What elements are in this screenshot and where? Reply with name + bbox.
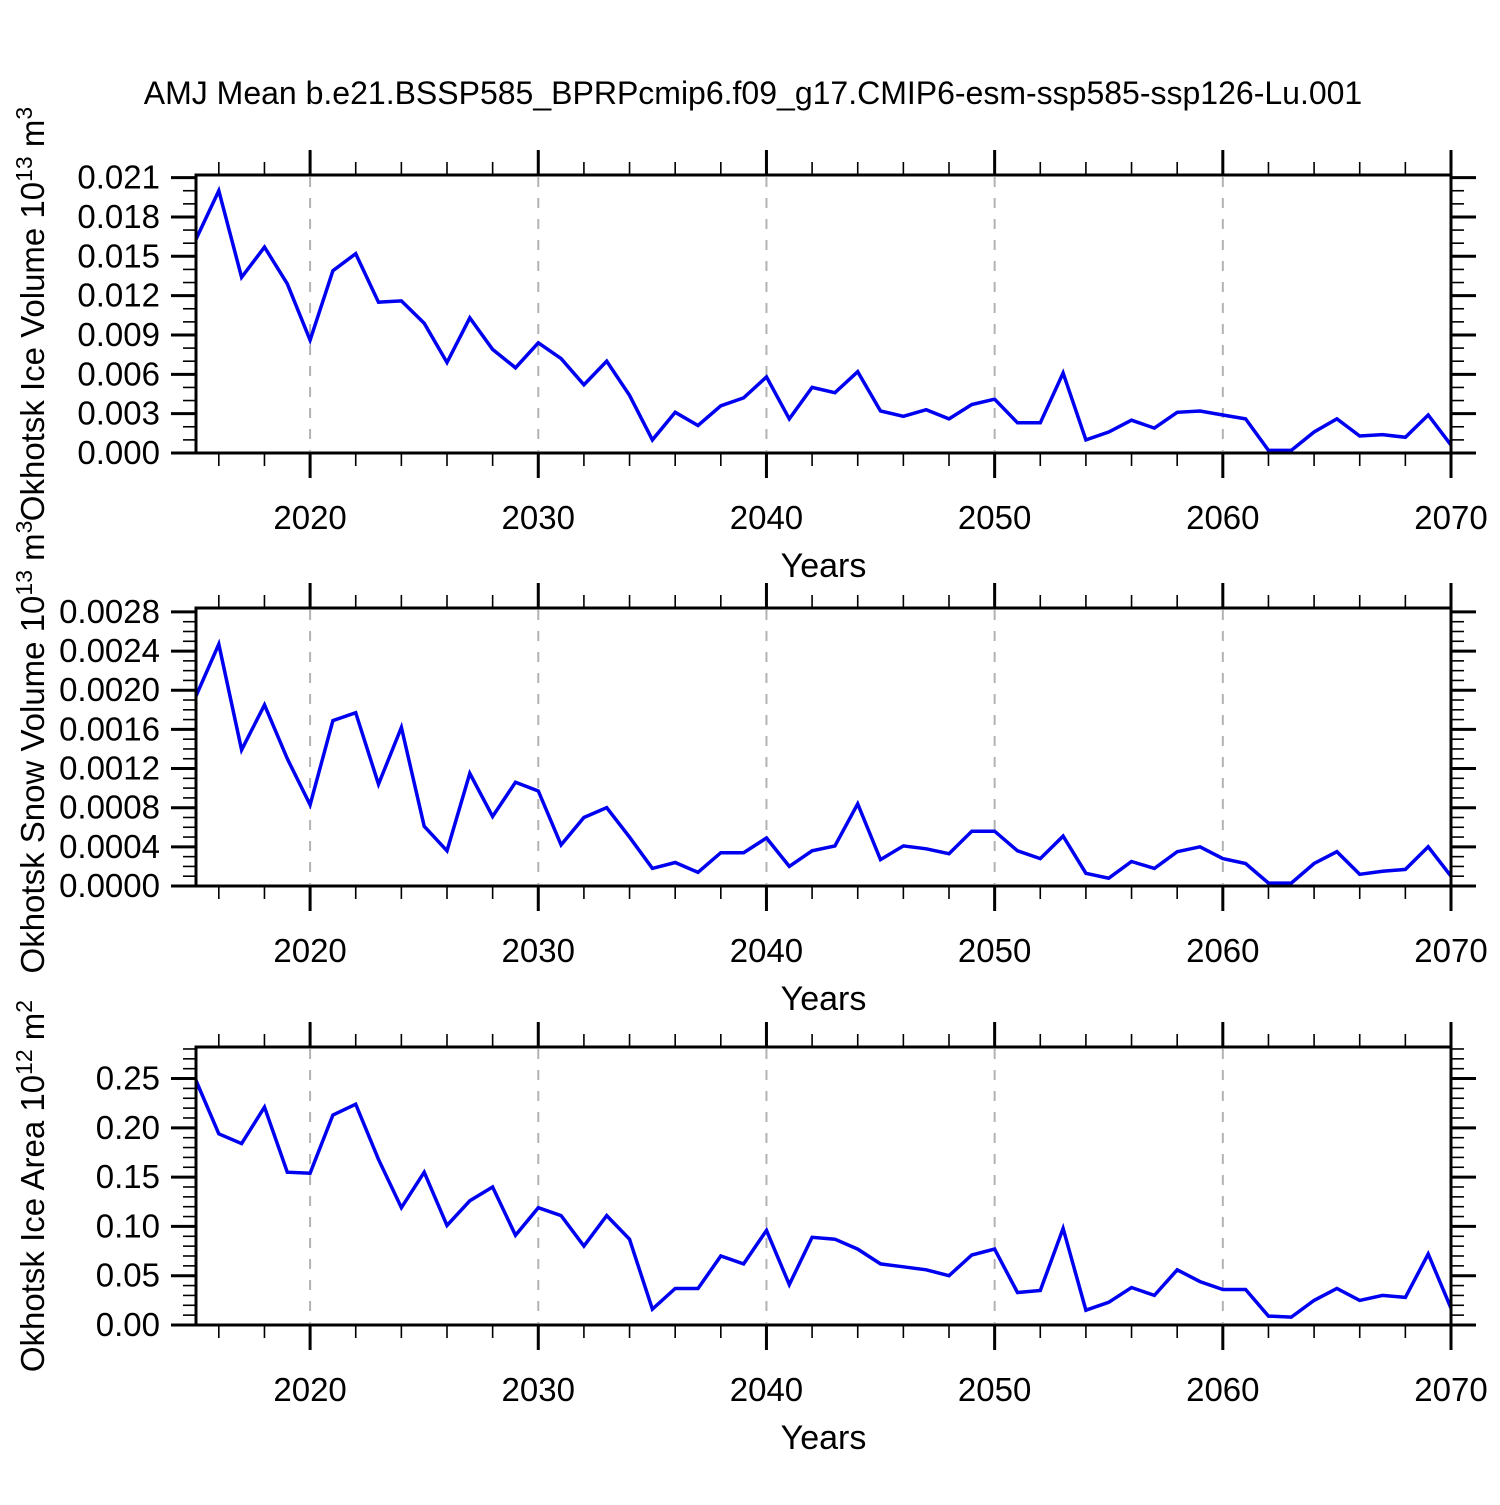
y-tick-label: 0.00 [96,1306,160,1343]
x-tick-label: 2040 [730,499,803,536]
x-tick-label: 2040 [730,932,803,969]
x-axis-label: Years [781,547,867,585]
x-axis-label: Years [781,1419,867,1457]
y-tick-label: 0.10 [96,1207,160,1244]
x-tick-label: 2070 [1414,499,1487,536]
plot-box [194,173,1453,455]
y-tick-label: 0.0016 [59,710,160,747]
y-tick-label: 0.0024 [59,632,160,669]
y-axis-label: Okhotsk Snow Volume 1013 m3 [11,521,51,974]
y-tick-label: 0.0004 [59,828,160,865]
series-line-snow-volume [194,638,1453,885]
x-tick-label: 2050 [958,1371,1031,1408]
y-tick-label: 0.20 [96,1109,160,1146]
y-tick-label: 0.05 [96,1257,160,1294]
y-tick-label: 0.25 [96,1060,160,1097]
x-tick-label: 2030 [502,1371,575,1408]
y-tick-label: 0.000 [77,434,160,471]
y-tick-label: 0.009 [77,316,160,353]
x-tick-label: 2030 [502,499,575,536]
panel-ice-area: 2020 2030 2040 2050 2060 2070 0.00 0.05 0.10 0.15… [11,1000,1488,1457]
y-tick-label: 0.0028 [59,593,160,630]
y-tick-label: 0.018 [77,198,160,235]
x-tick-label: 2060 [1186,499,1259,536]
plot-box [194,606,1453,888]
y-tick-label: 0.003 [77,395,160,432]
x-tick-label: 2020 [273,1371,346,1408]
y-tick-label: 0.0000 [59,867,160,904]
y-axis-label: Okhotsk Ice Area 1012 m2 [11,1000,51,1372]
y-tick-label: 0.0008 [59,789,160,826]
x-tick-label: 2060 [1186,1371,1259,1408]
plot-box [194,1045,1453,1327]
series-line-ice-area [194,1079,1453,1319]
x-tick-label: 2070 [1414,932,1487,969]
y-tick-label: 0.021 [77,159,160,196]
x-axis-label: Years [781,980,867,1018]
y-tick-label: 0.15 [96,1158,160,1195]
x-tick-label: 2020 [273,499,346,536]
y-tick-label: 0.015 [77,237,160,274]
x-tick-label: 2050 [958,932,1031,969]
y-tick-label: 0.0020 [59,671,160,708]
figure-title: AMJ Mean b.e21.BSSP585_BPRPcmip6.f09_g17… [144,75,1362,111]
series-line-ice-volume [194,185,1453,453]
x-tick-label: 2050 [958,499,1031,536]
y-tick-label: 0.012 [77,277,160,314]
panel-snow-volume: 2020 2030 2040 2050 2060 20700.00000.00040.00… [11,521,1488,1018]
y-tick-label: 0.0012 [59,750,160,787]
x-tick-label: 2060 [1186,932,1259,969]
panel-ice-volume: 2020 2030 2040 2050 2060 20700.0000.0030.0060… [11,107,1488,585]
x-tick-label: 2040 [730,1371,803,1408]
y-axis-label: Okhotsk Ice Volume 1013 m3 [11,107,51,521]
x-tick-label: 2030 [502,932,575,969]
x-tick-label: 2070 [1414,1371,1487,1408]
y-tick-label: 0.006 [77,355,160,392]
x-tick-label: 2020 [273,932,346,969]
